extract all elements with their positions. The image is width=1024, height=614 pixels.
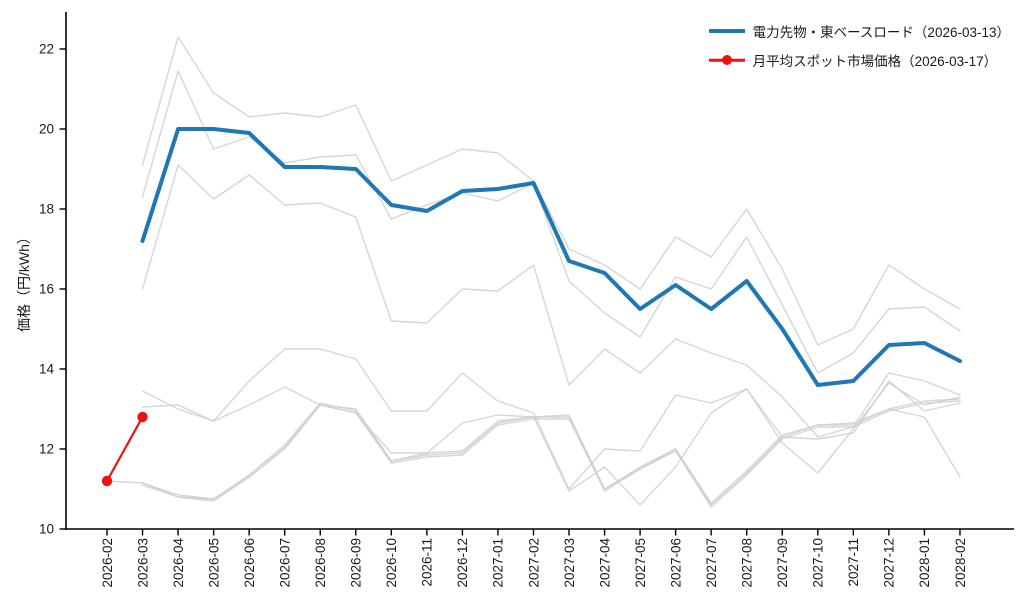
y-tick-label: 16 <box>39 282 54 297</box>
x-tick-label: 2027-12 <box>882 538 897 588</box>
x-tick-label: 2027-05 <box>633 538 648 588</box>
y-axis-label: 価格（円/kWh） <box>16 230 32 332</box>
historical-curve-4 <box>141 348 961 490</box>
historical-curve-3 <box>141 164 961 438</box>
x-tick-label: 2026-12 <box>455 538 470 588</box>
x-tick-label: 2028-02 <box>953 538 968 588</box>
y-tick-label: 20 <box>39 122 54 137</box>
legend-item-spot: 月平均スポット市場価格（2026-03-17） <box>708 50 1010 70</box>
x-tick-label: 2026-04 <box>171 538 186 588</box>
futures-line <box>140 127 962 387</box>
x-tick-label: 2028-01 <box>917 538 932 588</box>
y-tick-label: 10 <box>39 522 54 537</box>
x-tick-label: 2027-10 <box>811 538 826 588</box>
x-tick-label: 2026-02 <box>100 538 115 588</box>
historical-curve-8 <box>141 402 961 504</box>
x-tick-label: 2027-09 <box>775 538 790 588</box>
legend-label-futures: 電力先物・東ベースロード（2026-03-13） <box>752 25 1010 40</box>
y-tick-label: 22 <box>39 42 54 57</box>
spot-marker <box>137 411 148 423</box>
x-tick-label: 2026-07 <box>278 538 293 588</box>
x-tick-label: 2026-10 <box>384 538 399 588</box>
spot-line <box>105 415 144 483</box>
x-tick-label: 2027-08 <box>740 538 755 588</box>
historical-curve-7 <box>141 400 961 508</box>
x-tick-label: 2026-05 <box>206 538 221 588</box>
y-tick-label: 14 <box>39 362 55 377</box>
x-tick-label: 2026-11 <box>420 538 435 587</box>
legend-item-futures: 電力先物・東ベースロード（2026-03-13） <box>708 21 1010 41</box>
legend: 電力先物・東ベースロード（2026-03-13） 月平均スポット市場価格（202… <box>708 21 1010 70</box>
x-tick-label: 2027-02 <box>526 538 541 588</box>
spot-line-dot-swatch-icon <box>708 53 745 67</box>
x-tick-label: 2026-03 <box>135 538 150 588</box>
x-tick-label: 2027-11 <box>846 538 861 587</box>
spot-marker <box>101 475 113 487</box>
x-tick-label: 2026-06 <box>242 538 257 588</box>
y-tick-label: 12 <box>39 442 54 457</box>
x-tick-label: 2027-04 <box>597 538 612 588</box>
x-tick-label: 2027-06 <box>668 538 683 588</box>
futures-line-swatch-icon <box>708 24 745 38</box>
x-tick-label: 2027-01 <box>491 538 506 588</box>
x-tick-label: 2026-08 <box>313 538 328 588</box>
historical-curve-5 <box>141 380 961 506</box>
x-tick-label: 2026-09 <box>349 538 364 588</box>
historical-curve-1 <box>141 36 961 346</box>
legend-label-spot: 月平均スポット市場価格（2026-03-17） <box>752 54 998 69</box>
x-tick-label: 2027-03 <box>562 538 577 588</box>
historical-curve-6 <box>106 398 961 506</box>
y-tick-label: 18 <box>39 202 54 217</box>
x-tick-label: 2027-07 <box>704 538 719 588</box>
